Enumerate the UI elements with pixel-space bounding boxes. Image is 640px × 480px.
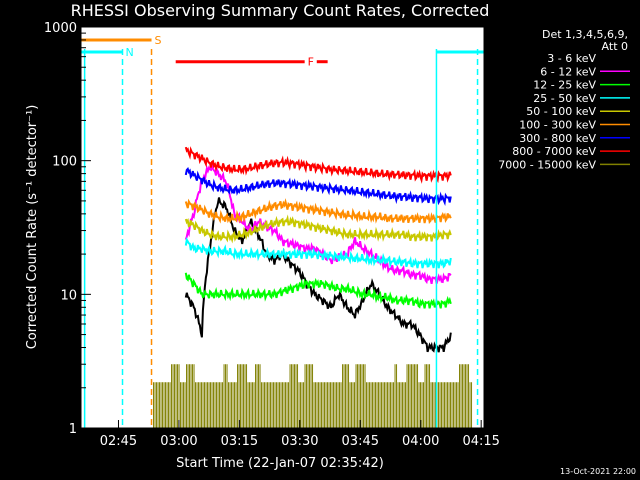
legend-label: 7000 - 15000 keV <box>498 158 596 171</box>
plot-area <box>80 26 485 429</box>
x-axis-label: Start Time (22-Jan-07 02:35:42) <box>176 456 384 471</box>
y-tick-label: 1 <box>69 422 77 437</box>
annotation-label: S <box>155 34 162 47</box>
series-line <box>184 214 452 244</box>
y-tick-label: 100 <box>52 155 77 170</box>
annotation-label: F <box>308 56 314 69</box>
axes: 02:45 03:00 03:15 03:30 03:45 04:00 04:15 1 10 10… <box>44 21 500 449</box>
x-tick-label: 03:30 <box>281 434 318 449</box>
legend-label: 50 - 100 keV <box>526 105 596 118</box>
y-tick-label: 1000 <box>44 21 77 36</box>
series-line <box>184 272 452 309</box>
legend-label: 25 - 50 keV <box>533 92 596 105</box>
attenuator-band <box>153 364 473 428</box>
x-tick-label: 03:45 <box>342 434 379 449</box>
y-tick-label: 10 <box>60 288 77 303</box>
x-tick-label: 02:45 <box>100 434 137 449</box>
annotation-label: N <box>126 46 134 59</box>
legend-label: 800 - 7000 keV <box>512 145 596 158</box>
annotation-layer: N S F <box>81 34 484 428</box>
footer-timestamp: 13-Oct-2021 22:00 <box>560 467 636 476</box>
series-line <box>184 236 452 269</box>
legend-label: 300 - 800 keV <box>519 132 596 145</box>
x-tick-label: 03:15 <box>221 434 258 449</box>
series-line <box>184 164 452 285</box>
x-tick-label: 04:00 <box>402 434 439 449</box>
series-layer <box>184 146 452 353</box>
series-line <box>184 146 452 184</box>
legend-header: Att 0 <box>602 40 628 53</box>
x-tick-label: 04:15 <box>462 434 499 449</box>
legend-label: 12 - 25 keV <box>533 79 596 92</box>
legend-label: 100 - 300 keV <box>519 119 596 132</box>
plot-frame <box>80 26 485 429</box>
series-line <box>184 198 452 224</box>
series-line <box>184 166 452 207</box>
chart-title: RHESSI Observing Summary Count Rates, Co… <box>71 1 490 20</box>
legend-label: 3 - 6 keV <box>547 52 596 65</box>
series-line <box>184 197 452 353</box>
x-tick-label: 03:00 <box>160 434 197 449</box>
y-axis-label: Corrected Count Rate (s⁻¹ detector⁻¹) <box>25 105 40 350</box>
legend-label: 6 - 12 keV <box>540 65 596 78</box>
legend-header: Det 1,3,4,5,6,9, <box>542 28 628 41</box>
